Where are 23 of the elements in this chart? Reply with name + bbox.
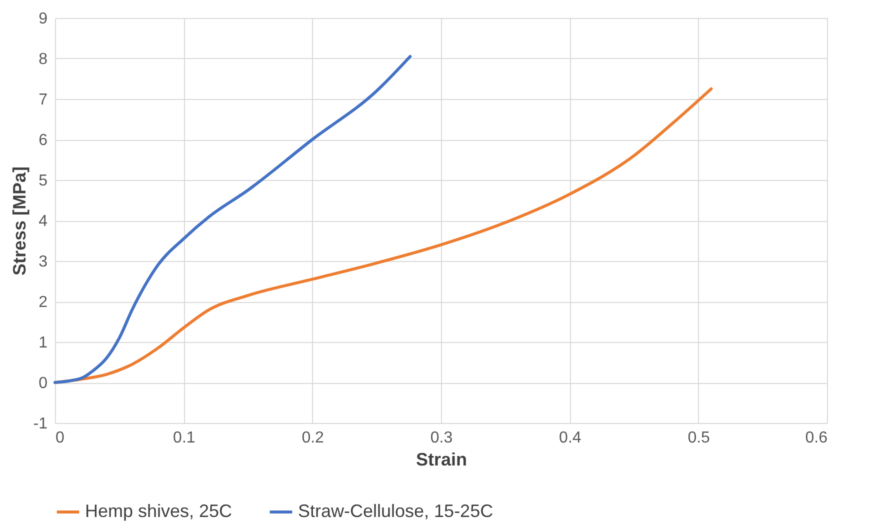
y-tick-label: -1: [33, 416, 48, 432]
x-tick-label: 0.5: [688, 430, 710, 446]
x-tick-label: 0.4: [559, 430, 582, 446]
y-tick-label: 4: [38, 213, 48, 230]
x-tick-label: 0.3: [430, 430, 453, 446]
x-tick-label: 0.1: [173, 430, 196, 446]
legend-label: Straw-Cellulose, 15-25C: [298, 501, 494, 521]
y-tick-label: 7: [38, 92, 48, 108]
line-series: [54, 54, 412, 384]
x-tick-label: 0.2: [302, 430, 324, 446]
legend-label: Hemp shives, 25C: [85, 501, 232, 521]
x-tick-label: 0: [56, 430, 64, 446]
x-axis-title: Strain: [416, 450, 468, 470]
y-tick-label: 1: [38, 334, 48, 352]
y-axis-title: Stress [MPa]: [9, 166, 30, 276]
x-tick-label: 0.6: [805, 430, 828, 446]
y-tick-label: 3: [38, 254, 48, 270]
y-tick-label: 5: [38, 172, 48, 190]
y-tick-label: 2: [38, 294, 48, 311]
y-tick-label: 9: [38, 10, 48, 28]
y-tick-label: 0: [38, 375, 48, 392]
y-tick-label: 6: [38, 132, 48, 149]
y-tick-label: 8: [38, 51, 48, 68]
